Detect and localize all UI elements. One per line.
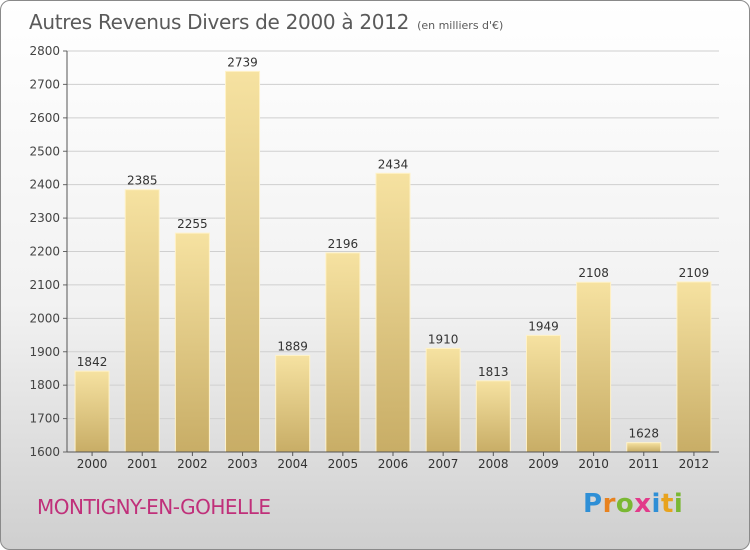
bar-value-label: 1949 xyxy=(528,319,559,333)
bar-value-label: 2255 xyxy=(177,217,208,231)
bar-value-label: 2434 xyxy=(378,157,409,171)
bar-value-label: 1813 xyxy=(478,365,509,379)
bar xyxy=(275,354,311,453)
bar-value-label: 1628 xyxy=(628,427,659,441)
logo-letter: i xyxy=(673,489,684,519)
bar-value-label: 2385 xyxy=(127,174,158,188)
logo-letter: P xyxy=(583,489,603,519)
chart-title-unit: (en milliers d'€) xyxy=(417,19,504,32)
x-tick-label: 2006 xyxy=(378,457,409,471)
bar xyxy=(225,70,261,453)
x-tick-label: 2002 xyxy=(177,457,208,471)
x-tick-label: 2005 xyxy=(328,457,359,471)
logo-letter: x xyxy=(634,489,652,519)
logo-letter: t xyxy=(660,489,674,519)
chart-title-main: Autres Revenus Divers de 2000 à 2012 xyxy=(29,10,410,34)
bar xyxy=(74,370,110,453)
bar xyxy=(375,172,411,453)
y-tick-label: 2000 xyxy=(29,311,60,325)
bar xyxy=(525,334,561,453)
x-tick-label: 2008 xyxy=(478,457,509,471)
y-tick-label: 2700 xyxy=(29,77,60,91)
logo-letter: i xyxy=(651,489,661,519)
bar xyxy=(174,232,210,453)
bar-value-label: 2739 xyxy=(227,55,258,69)
y-tick-label: 2800 xyxy=(29,44,60,58)
bar-value-label: 1889 xyxy=(277,339,308,353)
bar xyxy=(475,380,511,453)
bars xyxy=(74,70,712,453)
bar xyxy=(425,347,461,453)
location-name: MONTIGNY-EN-GOHELLE xyxy=(37,495,271,519)
x-tick-label: 2009 xyxy=(528,457,559,471)
y-axis: 1600 1700 1800 1900 2000 2100 2200 2300 2400 2500… xyxy=(29,44,68,459)
y-tick-label: 2200 xyxy=(29,245,60,259)
bar-value-label: 2108 xyxy=(578,266,609,280)
y-tick-label: 1800 xyxy=(29,378,60,392)
bar-value-label: 2109 xyxy=(679,266,710,280)
y-tick-label: 2400 xyxy=(29,178,60,192)
bar xyxy=(626,442,662,453)
logo-letter: r xyxy=(602,489,616,519)
x-tick-label: 2011 xyxy=(628,457,659,471)
x-tick-label: 2000 xyxy=(77,457,108,471)
bar xyxy=(576,281,612,453)
x-tick-label: 2010 xyxy=(578,457,609,471)
y-tick-label: 2100 xyxy=(29,278,60,292)
y-tick-label: 1900 xyxy=(29,345,60,359)
y-tick-label: 1600 xyxy=(29,445,60,459)
bar-value-label: 1910 xyxy=(428,332,459,346)
x-tick-label: 2004 xyxy=(277,457,308,471)
x-tick-label: 2001 xyxy=(127,457,158,471)
x-tick-label: 2003 xyxy=(227,457,258,471)
y-tick-label: 1700 xyxy=(29,412,60,426)
x-tick-label: 2007 xyxy=(428,457,459,471)
bar-value-label: 2196 xyxy=(328,237,359,251)
data-labels: 1842 2385 2255 2739 1889 2196 2434 1910 1813 1949… xyxy=(77,55,709,440)
bar-value-label: 1842 xyxy=(77,355,108,369)
y-tick-label: 2500 xyxy=(29,144,60,158)
proxiti-logo: Proxiti xyxy=(583,489,683,519)
y-tick-label: 2600 xyxy=(29,111,60,125)
bar xyxy=(676,281,712,453)
bar xyxy=(325,252,361,453)
x-axis: 2000 2001 2002 2003 2004 2005 2006 2007 2008 2009… xyxy=(67,451,719,471)
logo-letter: o xyxy=(615,489,635,519)
chart-title: Autres Revenus Divers de 2000 à 2012 (en … xyxy=(29,10,503,34)
bar xyxy=(124,189,160,453)
y-tick-label: 2300 xyxy=(29,211,60,225)
x-tick-label: 2012 xyxy=(679,457,710,471)
